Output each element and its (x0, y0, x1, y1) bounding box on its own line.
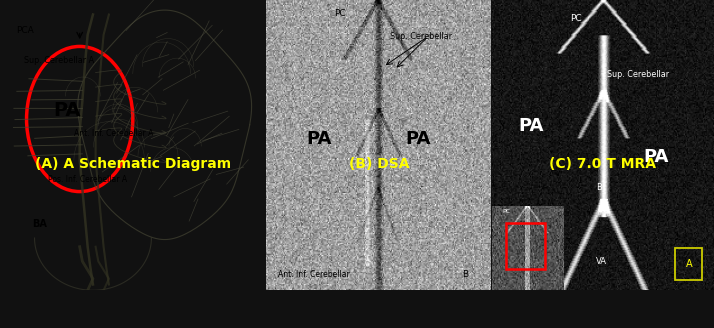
Text: Ant. Inf. Cerebellar A: Ant. Inf. Cerebellar A (74, 129, 154, 138)
Text: (B) DSA: (B) DSA (348, 157, 409, 171)
Text: PA: PA (643, 148, 668, 166)
Text: Sup. Cerebellar: Sup. Cerebellar (608, 70, 670, 78)
Text: Sup. Cerebellar: Sup. Cerebellar (390, 32, 452, 41)
Text: PC: PC (503, 209, 511, 214)
Text: PC: PC (570, 14, 581, 23)
Text: (A) A Schematic Diagram: (A) A Schematic Diagram (35, 157, 231, 171)
Text: VA: VA (596, 257, 608, 266)
Text: Pos. Inf. Cerebellar A: Pos. Inf. Cerebellar A (48, 175, 127, 184)
Text: Ant. Inf. Cerebellar: Ant. Inf. Cerebellar (278, 270, 349, 279)
Text: BA: BA (32, 218, 46, 229)
Text: PA: PA (518, 117, 544, 135)
Bar (506, 223, 545, 269)
Text: B: B (596, 183, 602, 192)
Text: PA: PA (307, 130, 332, 148)
Text: Sup. Cerebellar A: Sup. Cerebellar A (24, 56, 94, 66)
Text: PA: PA (406, 130, 431, 148)
Text: PA: PA (53, 101, 81, 120)
Text: (C) 7.0 T MRA: (C) 7.0 T MRA (550, 157, 656, 171)
Text: A: A (686, 259, 693, 269)
Text: B: B (462, 270, 468, 279)
Bar (675, 248, 702, 280)
Text: PCA: PCA (16, 26, 34, 35)
Text: PC: PC (333, 9, 346, 18)
Text: Ant. Inf. Cerebellar: Ant. Inf. Cerebellar (496, 258, 564, 264)
